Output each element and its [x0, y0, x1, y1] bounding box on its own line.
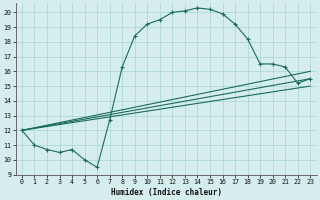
- X-axis label: Humidex (Indice chaleur): Humidex (Indice chaleur): [111, 188, 221, 197]
